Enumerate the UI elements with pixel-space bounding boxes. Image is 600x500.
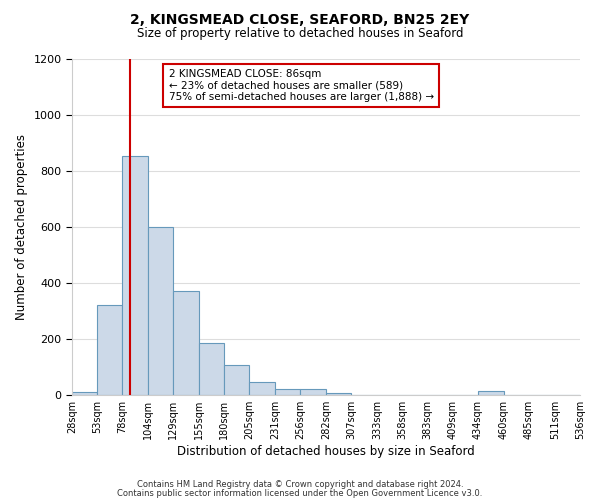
Text: Size of property relative to detached houses in Seaford: Size of property relative to detached ho… (137, 28, 463, 40)
Bar (199, 343, 224, 394)
Y-axis label: Number of detached properties: Number of detached properties (15, 134, 28, 320)
Bar (249, 382, 275, 394)
Bar (478, 390, 504, 394)
Bar (122, 156, 148, 394)
Bar (148, 227, 173, 394)
Bar (173, 291, 199, 395)
Bar (224, 366, 249, 394)
Text: Contains HM Land Registry data © Crown copyright and database right 2024.: Contains HM Land Registry data © Crown c… (137, 480, 463, 489)
X-axis label: Distribution of detached houses by size in Seaford: Distribution of detached houses by size … (177, 444, 475, 458)
Bar (300, 389, 326, 394)
Text: 2 KINGSMEAD CLOSE: 86sqm
← 23% of detached houses are smaller (589)
75% of semi-: 2 KINGSMEAD CLOSE: 86sqm ← 23% of detach… (169, 69, 434, 102)
Bar (72, 392, 97, 394)
Bar (97, 305, 122, 394)
Text: 2, KINGSMEAD CLOSE, SEAFORD, BN25 2EY: 2, KINGSMEAD CLOSE, SEAFORD, BN25 2EY (130, 12, 470, 26)
Bar (275, 388, 300, 394)
Text: Contains public sector information licensed under the Open Government Licence v3: Contains public sector information licen… (118, 489, 482, 498)
